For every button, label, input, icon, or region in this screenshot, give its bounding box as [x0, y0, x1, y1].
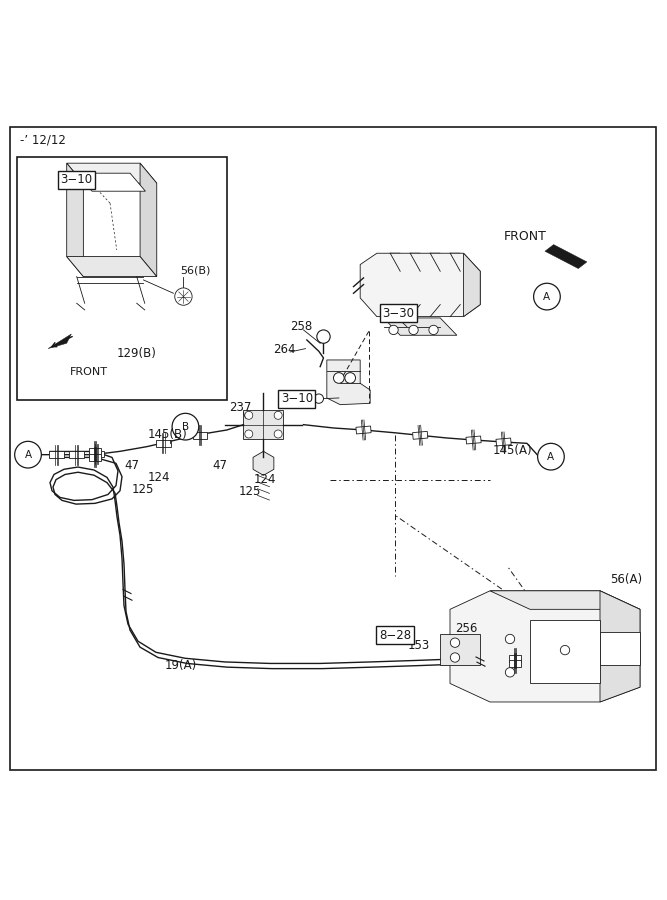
Text: 125: 125	[239, 485, 261, 499]
Circle shape	[506, 634, 515, 644]
Polygon shape	[193, 432, 207, 438]
Polygon shape	[89, 454, 101, 461]
Text: 8−28: 8−28	[379, 629, 411, 642]
Polygon shape	[327, 360, 370, 405]
Circle shape	[560, 645, 570, 655]
Polygon shape	[450, 590, 640, 702]
Polygon shape	[89, 448, 101, 454]
Polygon shape	[490, 590, 640, 609]
Circle shape	[15, 441, 41, 468]
Bar	[17, 157, 227, 400]
Polygon shape	[360, 253, 480, 317]
Text: B: B	[182, 422, 189, 432]
Polygon shape	[509, 660, 521, 667]
Text: 47: 47	[124, 458, 139, 472]
Text: A: A	[25, 450, 31, 460]
Polygon shape	[600, 632, 640, 665]
Polygon shape	[67, 256, 157, 276]
Polygon shape	[67, 163, 83, 276]
Circle shape	[334, 373, 344, 383]
Polygon shape	[140, 163, 157, 276]
Text: A: A	[548, 452, 554, 462]
Text: 3−30: 3−30	[382, 307, 414, 320]
Polygon shape	[77, 173, 145, 191]
Circle shape	[538, 444, 564, 470]
Circle shape	[534, 284, 560, 310]
Polygon shape	[466, 436, 481, 444]
Circle shape	[172, 413, 199, 440]
Polygon shape	[464, 253, 480, 317]
Text: 237: 237	[229, 401, 251, 414]
Bar	[243, 410, 283, 439]
Circle shape	[175, 288, 192, 305]
Text: FRONT: FRONT	[504, 230, 546, 243]
Polygon shape	[509, 655, 521, 661]
Circle shape	[317, 330, 330, 343]
Text: 125: 125	[132, 483, 154, 496]
Text: 153: 153	[408, 639, 430, 652]
Text: 3−10: 3−10	[281, 392, 313, 405]
Text: 3−10: 3−10	[61, 174, 93, 186]
Text: -’ 12/12: -’ 12/12	[20, 133, 66, 146]
Text: FRONT: FRONT	[70, 367, 108, 377]
Polygon shape	[48, 334, 71, 348]
Polygon shape	[600, 590, 640, 702]
Polygon shape	[356, 426, 371, 434]
Circle shape	[450, 652, 460, 662]
Text: 56(A): 56(A)	[610, 573, 642, 587]
Polygon shape	[69, 451, 84, 458]
Circle shape	[314, 394, 323, 403]
Polygon shape	[496, 438, 511, 446]
Polygon shape	[156, 440, 171, 446]
Circle shape	[409, 325, 418, 335]
Polygon shape	[413, 431, 428, 439]
Polygon shape	[253, 451, 274, 475]
Polygon shape	[49, 451, 64, 458]
Polygon shape	[530, 620, 600, 683]
Polygon shape	[384, 318, 457, 336]
Circle shape	[389, 325, 398, 335]
Polygon shape	[545, 245, 587, 268]
Text: 124: 124	[148, 471, 171, 484]
Circle shape	[245, 430, 253, 438]
Polygon shape	[440, 634, 480, 665]
Text: 264: 264	[273, 343, 296, 356]
Circle shape	[429, 325, 438, 335]
Polygon shape	[67, 163, 157, 184]
Text: 129(B): 129(B)	[117, 346, 157, 360]
Circle shape	[274, 411, 282, 419]
Polygon shape	[89, 451, 104, 457]
Circle shape	[450, 638, 460, 647]
Circle shape	[506, 668, 515, 677]
Text: 258: 258	[290, 320, 312, 333]
Text: 56(B): 56(B)	[180, 266, 211, 275]
Text: 47: 47	[212, 459, 227, 472]
Text: A: A	[544, 292, 550, 302]
Circle shape	[274, 430, 282, 438]
Text: 19(A): 19(A)	[165, 659, 197, 671]
Text: 145(B): 145(B)	[148, 428, 188, 441]
Text: 145(A): 145(A)	[492, 444, 532, 457]
Circle shape	[245, 411, 253, 419]
Text: 256: 256	[455, 622, 478, 634]
Text: 124: 124	[253, 473, 276, 486]
Circle shape	[345, 373, 356, 383]
